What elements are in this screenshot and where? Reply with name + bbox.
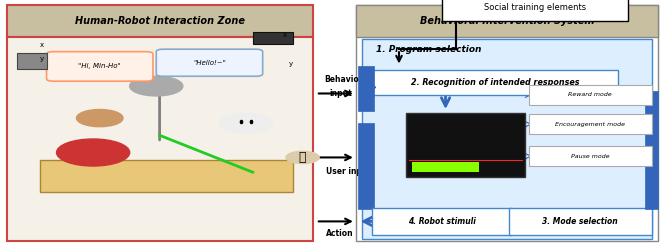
FancyBboxPatch shape xyxy=(47,52,153,81)
Circle shape xyxy=(219,113,273,133)
Circle shape xyxy=(130,76,183,96)
FancyBboxPatch shape xyxy=(406,113,525,177)
FancyBboxPatch shape xyxy=(529,146,652,166)
Circle shape xyxy=(76,109,123,127)
FancyBboxPatch shape xyxy=(253,32,293,44)
FancyBboxPatch shape xyxy=(7,5,313,37)
Text: input: input xyxy=(329,89,352,98)
FancyBboxPatch shape xyxy=(356,5,658,241)
Text: Action: Action xyxy=(326,229,354,238)
Text: ✋: ✋ xyxy=(299,151,307,164)
Text: Reward mode: Reward mode xyxy=(569,92,612,97)
Text: x: x xyxy=(283,32,287,38)
Circle shape xyxy=(57,139,130,166)
FancyBboxPatch shape xyxy=(356,5,658,37)
Text: 4. Robot stimuli: 4. Robot stimuli xyxy=(408,217,476,226)
Text: 1. Program selection: 1. Program selection xyxy=(376,45,481,54)
Text: y: y xyxy=(40,57,44,62)
Text: "Hello!~": "Hello!~" xyxy=(193,60,226,66)
FancyBboxPatch shape xyxy=(362,39,652,239)
FancyBboxPatch shape xyxy=(358,123,374,209)
Circle shape xyxy=(286,151,319,164)
Text: Behavioral Intervention System: Behavioral Intervention System xyxy=(420,16,595,26)
Text: Behavior: Behavior xyxy=(325,75,363,84)
FancyBboxPatch shape xyxy=(7,37,313,241)
FancyBboxPatch shape xyxy=(529,114,652,134)
FancyBboxPatch shape xyxy=(529,85,652,105)
FancyBboxPatch shape xyxy=(442,0,628,21)
Text: Social training elements: Social training elements xyxy=(484,3,587,12)
FancyArrowPatch shape xyxy=(366,84,374,91)
Text: 2. Recognition of intended responses: 2. Recognition of intended responses xyxy=(411,78,580,87)
FancyBboxPatch shape xyxy=(156,49,263,76)
FancyBboxPatch shape xyxy=(412,162,479,172)
Text: Encouragement mode: Encouragement mode xyxy=(555,122,625,127)
Polygon shape xyxy=(40,160,293,192)
FancyBboxPatch shape xyxy=(509,208,652,235)
FancyBboxPatch shape xyxy=(372,208,512,235)
Text: 3. Mode selection: 3. Mode selection xyxy=(542,217,618,226)
FancyBboxPatch shape xyxy=(645,91,658,209)
FancyBboxPatch shape xyxy=(17,53,47,69)
FancyBboxPatch shape xyxy=(358,66,374,111)
Text: "Hi, Min-Ho": "Hi, Min-Ho" xyxy=(78,63,121,69)
FancyBboxPatch shape xyxy=(372,70,618,95)
Text: Human-Robot Interaction Zone: Human-Robot Interaction Zone xyxy=(74,16,245,26)
Text: User input: User input xyxy=(326,167,371,176)
Text: y: y xyxy=(289,62,293,67)
Text: Pause mode: Pause mode xyxy=(571,154,610,159)
Text: x: x xyxy=(40,42,44,48)
